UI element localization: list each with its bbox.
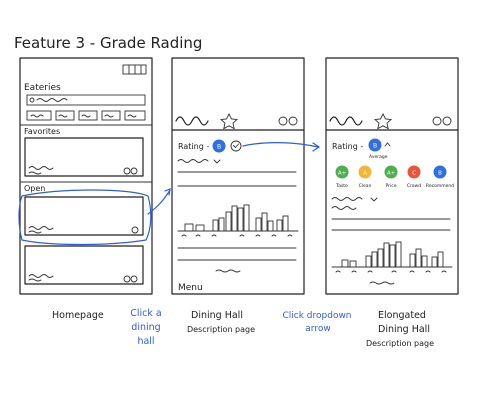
svg-text:B: B: [373, 143, 377, 150]
favorites-heading: Favorites: [24, 127, 60, 136]
open-card-selected[interactable]: [24, 196, 144, 236]
page-title: Feature 3 - Grade Rading: [14, 34, 202, 52]
popular-times-chart: [177, 204, 299, 237]
rating-badge: [212, 139, 226, 153]
taste-badge: [335, 165, 349, 179]
clean-label: Clean: [359, 183, 372, 189]
svg-text:A+: A+: [338, 171, 347, 177]
rating-label: Rating -: [178, 142, 209, 151]
homepage-phone: Eateries Favorites Open: [18, 57, 153, 295]
filter-chip[interactable]: [101, 110, 121, 121]
selection-highlight: [18, 189, 152, 246]
open-heading: Open: [24, 184, 45, 193]
popular-times-chart: [331, 241, 453, 273]
more-icon[interactable]: [432, 116, 442, 126]
flow-arrow: [147, 189, 171, 215]
rating-badge-text: B: [217, 144, 221, 151]
rating-badge: [368, 138, 382, 152]
caption-homepage: Homepage: [52, 310, 104, 321]
caption-elongated-3: Description page: [366, 339, 434, 348]
taste-label: Taste: [335, 183, 348, 189]
dining-hall-name-scribble: [175, 116, 209, 126]
svg-text:A: A: [363, 171, 367, 177]
search-input[interactable]: [26, 94, 146, 106]
filter-chip[interactable]: [124, 110, 146, 121]
recommend-label: Recommend: [426, 183, 454, 189]
caption-click-1: Click a: [130, 308, 161, 319]
rating-label: Rating -: [332, 142, 363, 151]
caption-dining-2: Description page: [187, 325, 255, 334]
star-icon[interactable]: [219, 112, 239, 130]
average-label: Average: [369, 154, 388, 160]
caption-click-3: hall: [137, 336, 154, 347]
elongated-frame: [325, 57, 459, 295]
clean-badge: [358, 165, 372, 179]
crowd-badge: [407, 165, 421, 179]
eateries-heading: Eateries: [24, 83, 61, 93]
star-icon[interactable]: [373, 112, 393, 130]
caption-elongated-2: Dining Hall: [378, 324, 430, 335]
caption-dropdown-1: Click dropdown: [282, 311, 351, 321]
more-icon[interactable]: [278, 116, 288, 126]
filter-chip[interactable]: [55, 110, 75, 121]
status-bar-icon: [122, 64, 147, 75]
svg-text:A+: A+: [387, 171, 396, 177]
crowd-label: Crowd: [407, 183, 421, 189]
caption-dining-1: Dining Hall: [191, 310, 243, 321]
dining-hall-phone: Rating - B Menu: [171, 57, 305, 295]
favorite-card[interactable]: [24, 137, 144, 177]
category-ratings: A+ Taste A Clean A+ Price C Crowd B Reco…: [335, 165, 454, 189]
collapse-arrow-icon[interactable]: [384, 142, 391, 147]
open-card[interactable]: [24, 245, 144, 285]
dropdown-arrow-icon[interactable]: [230, 140, 242, 152]
caption-click-2: dining: [131, 322, 160, 333]
filter-chips: [26, 110, 146, 121]
caption-dropdown-2: arrow: [305, 324, 330, 334]
caption-elongated-1: Elongated: [378, 310, 426, 321]
dropdown-flow-arrow: [242, 142, 319, 148]
search-icon: [29, 97, 35, 103]
svg-text:B: B: [438, 171, 442, 177]
filter-chip[interactable]: [26, 110, 52, 121]
homepage-frame: [19, 57, 153, 295]
price-badge: [384, 165, 398, 179]
recommend-badge: [433, 165, 447, 179]
filter-chip[interactable]: [78, 110, 98, 121]
menu-label[interactable]: Menu: [178, 283, 203, 293]
card-toggle-icon: [123, 167, 131, 175]
svg-text:C: C: [412, 171, 416, 177]
elongated-phone: Rating - B Average A+ Taste A Clean A+ P…: [325, 57, 459, 295]
price-label: Price: [386, 183, 397, 189]
dining-hall-frame: [171, 57, 305, 295]
